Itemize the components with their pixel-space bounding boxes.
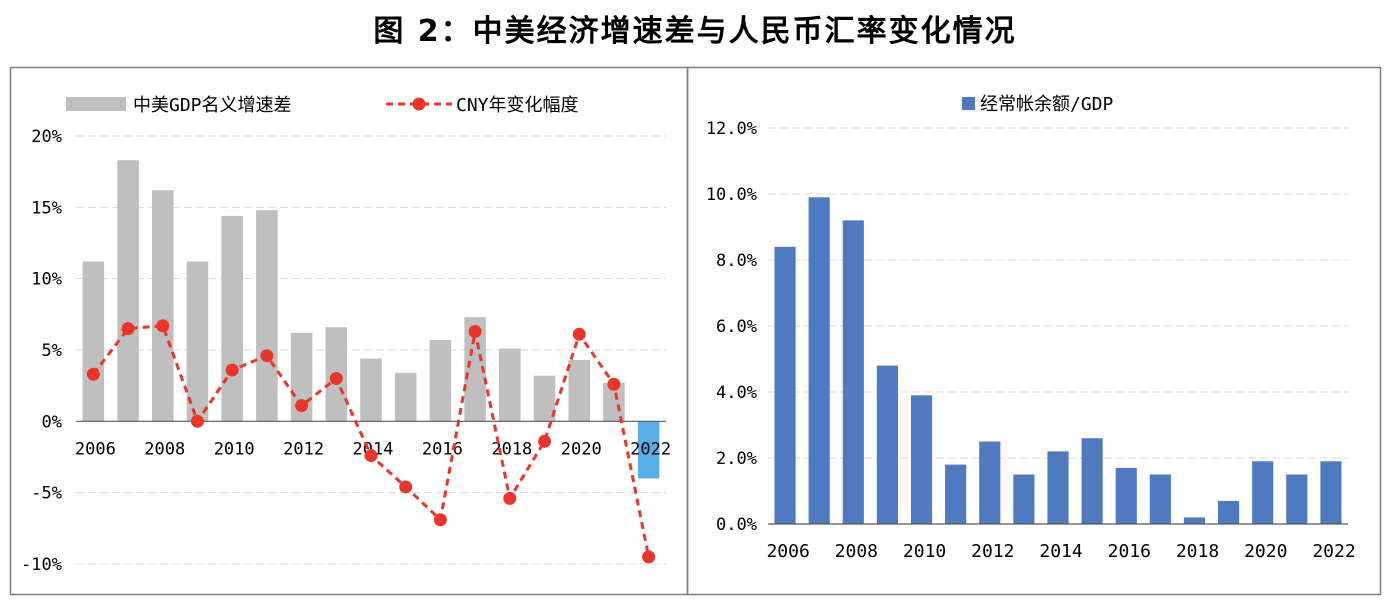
line-point-cny	[572, 327, 586, 341]
legend-swatch-current-account	[962, 97, 975, 110]
bar-current-account	[1115, 467, 1137, 524]
legend-swatch-cny-marker	[412, 97, 426, 111]
line-point-cny	[364, 449, 378, 463]
line-point-cny	[260, 349, 274, 363]
bar-gdp-growth-diff	[568, 359, 590, 422]
x-tick-label: 2014	[1039, 541, 1082, 562]
x-tick-label: 2016	[422, 439, 463, 459]
y-tick-label: 2.0%	[716, 449, 757, 469]
line-point-cny	[329, 372, 343, 386]
x-tick-label: 2012	[971, 541, 1014, 562]
legend-label-gdp: 中美GDP名义增速差	[133, 95, 292, 116]
line-point-cny	[86, 367, 100, 381]
bar-current-account	[1320, 461, 1342, 524]
y-tick-label: 20%	[31, 127, 62, 147]
line-point-cny	[295, 399, 309, 413]
x-tick-label: 2008	[144, 439, 185, 459]
y-tick-label: -5%	[31, 484, 62, 504]
y-tick-label: 0.0%	[716, 515, 757, 535]
page-title: 图 2：中美经济增速差与人民币汇率变化情况	[373, 14, 1017, 49]
line-point-cny	[468, 324, 482, 338]
bar-current-account	[910, 395, 933, 524]
line-point-cny	[225, 363, 239, 377]
legend-swatch-gdp	[66, 97, 126, 111]
bar-current-account	[979, 441, 1001, 524]
line-point-cny	[642, 550, 656, 564]
left-chart: 20% 15% 10% 5% 0% -5% -10% 2006 2008 2010 2012 2014…	[21, 95, 671, 575]
bar-current-account	[842, 220, 864, 524]
bar-gdp-growth-diff	[429, 340, 452, 422]
x-tick-label: 2008	[835, 541, 878, 562]
bar-current-account	[1286, 474, 1308, 524]
x-tick-label: 2016	[1108, 541, 1151, 562]
x-tick-label: 2010	[214, 439, 255, 459]
bar-current-account	[808, 197, 830, 525]
y-tick-label: 10%	[31, 270, 62, 290]
y-tick-label: 12.0%	[706, 119, 757, 139]
bar-current-account	[876, 365, 898, 524]
y-tick-label: 15%	[31, 198, 62, 218]
x-tick-label: 2006	[75, 439, 116, 459]
x-tick-label: 2018	[1176, 541, 1219, 562]
x-tick-label: 2020	[561, 439, 602, 459]
bar-gdp-growth-diff	[186, 261, 209, 422]
bar-gdp-growth-diff	[221, 215, 243, 422]
y-tick-label: 5%	[42, 341, 62, 361]
line-point-cny	[121, 322, 135, 336]
bar-current-account	[1081, 438, 1103, 524]
bar-current-account	[1013, 474, 1035, 524]
bar-gdp-growth-diff	[117, 160, 139, 422]
bar-gdp-growth-diff	[533, 375, 556, 422]
line-point-cny	[607, 377, 621, 391]
y-tick-label: 4.0%	[716, 383, 757, 403]
right-panel-border	[686, 66, 1382, 596]
x-tick-label: 2010	[903, 541, 946, 562]
bar-current-account	[1047, 451, 1069, 524]
legend-label-current-account: 经常帐余额/GDP	[980, 94, 1114, 115]
bar-gdp-growth-diff	[637, 421, 660, 479]
bar-gdp-growth-diff	[360, 358, 382, 422]
bar-gdp-growth-diff	[256, 210, 278, 422]
y-tick-label: 8.0%	[716, 251, 757, 271]
line-point-cny	[503, 491, 517, 505]
bar-current-account	[1183, 517, 1206, 524]
x-tick-label: 2022	[630, 439, 671, 459]
bar-current-account	[774, 246, 796, 525]
bar-gdp-growth-diff	[82, 261, 105, 422]
y-tick-label: 6.0%	[716, 317, 757, 337]
bar-gdp-growth-diff	[464, 317, 486, 422]
legend-label-cny: CNY年变化幅度	[456, 95, 579, 116]
x-tick-label: 2020	[1244, 541, 1287, 562]
line-point-cny	[538, 434, 552, 448]
line-point-cny	[156, 319, 170, 333]
bar-current-account	[1252, 461, 1274, 524]
right-chart: 12.0% 10.0% 8.0% 6.0% 4.0% 2.0% 0.0% 2006 2008 20…	[706, 94, 1356, 562]
y-tick-label: 10.0%	[706, 185, 757, 205]
x-tick-label: 2014	[353, 439, 394, 459]
bar-gdp-growth-diff	[394, 372, 417, 422]
bar-gdp-growth-diff	[290, 332, 313, 422]
x-tick-label: 2022	[1312, 541, 1355, 562]
x-tick-label: 2012	[283, 439, 324, 459]
line-point-cny	[433, 513, 447, 527]
left-panel-border	[9, 66, 689, 596]
line-point-cny	[190, 414, 204, 428]
bar-current-account	[1149, 474, 1171, 524]
line-point-cny	[399, 480, 413, 494]
bar-current-account	[945, 464, 967, 524]
bar-gdp-growth-diff	[499, 348, 521, 422]
bar-gdp-growth-diff	[603, 382, 625, 422]
y-tick-label: 0%	[42, 412, 62, 432]
bar-gdp-growth-diff	[152, 190, 174, 422]
bar-current-account	[1218, 500, 1240, 524]
x-tick-label: 2006	[766, 541, 809, 562]
y-tick-label: -10%	[21, 555, 62, 575]
